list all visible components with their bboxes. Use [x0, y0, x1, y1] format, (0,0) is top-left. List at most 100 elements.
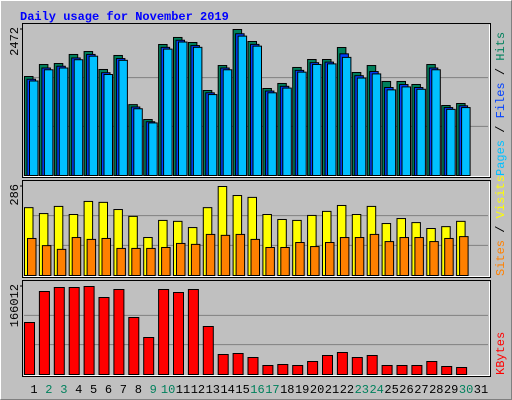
x-tick-label: 18	[280, 383, 294, 397]
bar	[250, 238, 260, 276]
bar	[133, 108, 143, 176]
bar	[444, 237, 454, 277]
bar	[307, 361, 319, 376]
x-tick-label: 12	[191, 383, 205, 397]
legend-entry: Visits	[494, 175, 508, 218]
bar	[297, 71, 307, 176]
bar	[116, 247, 126, 277]
bar	[222, 69, 233, 176]
panel-highlight	[23, 281, 490, 376]
legend-separator: /	[494, 118, 508, 140]
x-tick-label: 11	[176, 383, 190, 397]
bar	[220, 234, 231, 276]
bar	[205, 233, 216, 277]
bar	[143, 337, 155, 376]
bar	[128, 316, 140, 375]
bar	[354, 237, 365, 276]
bar	[202, 326, 214, 375]
bar	[146, 247, 156, 277]
bar	[58, 67, 69, 176]
bar	[237, 35, 248, 177]
x-tick-label: 3	[60, 383, 67, 397]
x-tick-label: 29	[444, 383, 458, 397]
bar	[56, 248, 67, 276]
bar	[351, 356, 363, 375]
bar	[401, 86, 411, 176]
x-tick-label: 7	[120, 383, 127, 397]
bar	[336, 352, 348, 375]
legend-entry: Hits	[494, 32, 508, 61]
x-tick-label: 6	[105, 383, 112, 397]
bar	[113, 289, 125, 375]
bar	[292, 365, 304, 376]
bar	[71, 237, 82, 276]
bar	[282, 87, 292, 176]
bar	[187, 289, 199, 375]
x-tick-label: 16	[250, 383, 264, 397]
bar	[217, 354, 229, 375]
x-tick-label: 21	[325, 383, 339, 397]
bar	[426, 361, 438, 376]
bar	[325, 242, 335, 277]
bar	[235, 233, 246, 277]
bar	[68, 286, 80, 375]
x-tick-label: 28	[429, 383, 443, 397]
bar	[176, 242, 186, 277]
bar	[267, 92, 277, 176]
bar	[101, 237, 111, 277]
bar	[247, 356, 259, 375]
legend-entry: Files	[494, 82, 508, 118]
bar	[173, 292, 184, 375]
bar	[341, 56, 352, 176]
bar	[232, 353, 244, 376]
bar	[190, 243, 201, 276]
x-tick-label: 10	[161, 383, 175, 397]
bar	[192, 46, 203, 177]
x-tick-label: 9	[150, 383, 157, 397]
bar	[265, 246, 275, 277]
bar	[429, 241, 439, 276]
y-tick-label: 166012	[8, 284, 22, 327]
bar	[207, 94, 218, 176]
bar	[310, 246, 320, 276]
bar	[414, 237, 424, 276]
bar	[178, 41, 188, 176]
bar	[88, 55, 99, 176]
bar	[148, 122, 158, 176]
x-tick-label: 20	[310, 383, 324, 397]
bar	[384, 241, 395, 276]
chart-title: Daily usage for November 2019	[20, 10, 229, 24]
x-tick-label: 5	[90, 383, 97, 397]
bar	[446, 108, 456, 176]
bar	[262, 365, 274, 376]
bar	[369, 233, 380, 277]
x-tick-label: 30	[459, 383, 473, 397]
bar	[86, 238, 97, 276]
bar	[41, 245, 52, 276]
bar	[252, 45, 262, 177]
bar	[277, 364, 289, 375]
legend: KBytes	[494, 332, 508, 375]
bar	[43, 69, 54, 176]
legend-entry: Sites	[494, 240, 508, 276]
x-tick-label: 19	[295, 383, 309, 397]
bar	[411, 365, 423, 376]
x-tick-label: 23	[355, 383, 369, 397]
bar	[356, 77, 367, 176]
y-tick-label: 2472	[8, 27, 22, 56]
bar	[24, 322, 35, 375]
bar	[27, 237, 37, 277]
bar	[461, 107, 471, 176]
x-tick-label: 15	[235, 383, 249, 397]
bar	[29, 80, 39, 176]
bar	[280, 246, 290, 277]
bar	[312, 63, 322, 176]
bar	[416, 88, 426, 176]
bar	[366, 355, 378, 376]
bar	[103, 74, 113, 176]
x-tick-label: 22	[340, 383, 354, 397]
x-tick-label: 8	[135, 383, 142, 397]
x-tick-label: 24	[369, 383, 383, 397]
bar	[386, 89, 397, 176]
